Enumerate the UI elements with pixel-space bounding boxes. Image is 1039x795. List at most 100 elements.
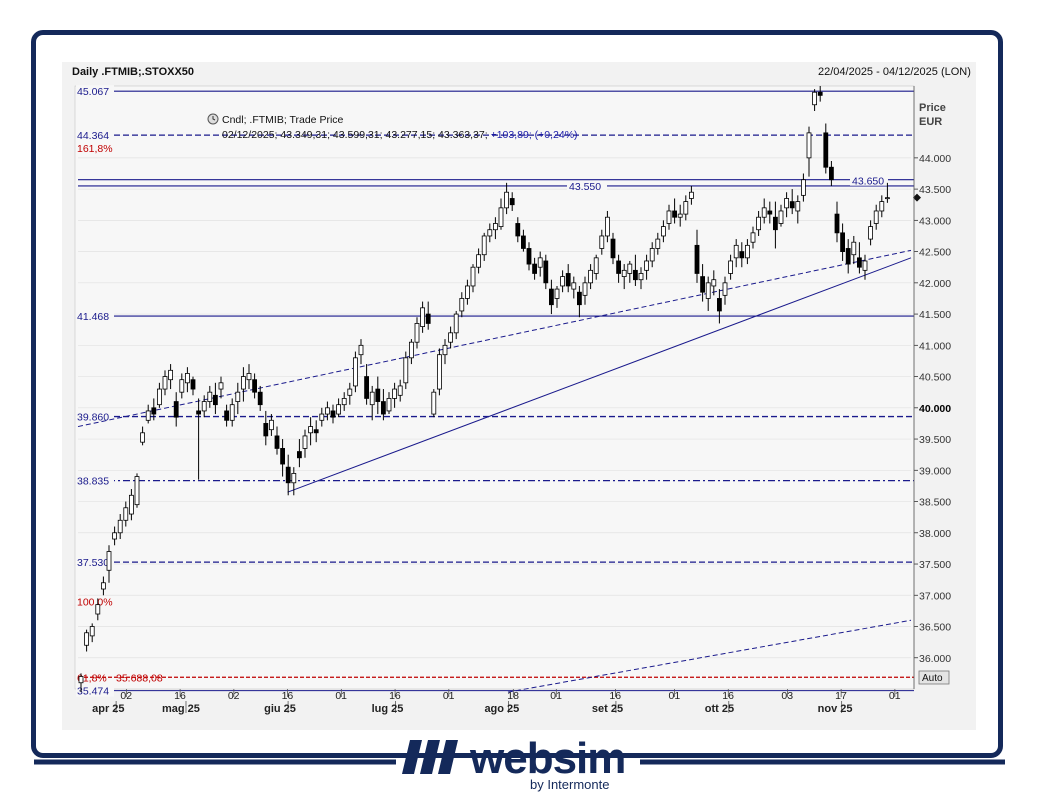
x-axis: 02 16 02 16 01 16 01 18 01 16 01 16 03 17 01 apr 25 mag … bbox=[92, 689, 901, 715]
candle-up bbox=[750, 232, 756, 243]
candle-up bbox=[168, 369, 174, 381]
legend-values: 02/12/2025; 43.349,31; 43.599,31; 43.277… bbox=[222, 129, 578, 141]
x-tick-label: 02 bbox=[228, 690, 240, 702]
y-tick-label: 41.500 bbox=[919, 309, 951, 321]
candle-down bbox=[224, 410, 230, 421]
y-tick-label: 43.000 bbox=[919, 215, 951, 227]
candle-up bbox=[745, 244, 750, 259]
candle-down bbox=[543, 260, 549, 284]
level-pct-label: 100,0% bbox=[77, 597, 113, 609]
candle-down bbox=[425, 313, 431, 324]
candle-down bbox=[296, 451, 302, 459]
last-price-marker bbox=[913, 193, 921, 202]
candle-up bbox=[862, 260, 868, 271]
y-tick-label: 39.000 bbox=[919, 465, 951, 477]
candle-up bbox=[134, 476, 140, 506]
y-tick-label: 36.500 bbox=[919, 622, 951, 634]
candle-up bbox=[218, 382, 224, 390]
candle-down bbox=[330, 410, 336, 418]
y-tick-label: 39.500 bbox=[919, 434, 951, 446]
logo-brand: websim bbox=[470, 734, 626, 783]
candle-up bbox=[621, 269, 627, 277]
level-label: 43.550 bbox=[569, 181, 601, 193]
candle-up bbox=[179, 379, 185, 393]
candle-down bbox=[285, 466, 291, 484]
auto-button[interactable]: Auto bbox=[918, 670, 950, 685]
logo-rules bbox=[34, 759, 1005, 765]
y-tick-label: 37.500 bbox=[919, 559, 951, 571]
candle-up bbox=[498, 207, 504, 227]
candle-down bbox=[196, 410, 202, 415]
level-label-bg bbox=[850, 173, 888, 186]
level-label-bg bbox=[76, 129, 114, 142]
x-tick-label: 16 bbox=[282, 690, 294, 702]
candle-up bbox=[795, 201, 801, 212]
x-month-label: ott 25 bbox=[705, 703, 734, 715]
y-tick-label: 40.000 bbox=[919, 403, 951, 415]
candle-down bbox=[274, 435, 280, 449]
candle-down bbox=[280, 448, 286, 465]
candle-up bbox=[661, 226, 666, 237]
candle-up bbox=[689, 191, 694, 199]
candle-up bbox=[291, 473, 297, 484]
candle-down bbox=[526, 248, 532, 265]
candle-down bbox=[515, 223, 521, 237]
candle-up bbox=[369, 391, 375, 406]
candle-down bbox=[577, 291, 582, 306]
y-tick-label: 38.000 bbox=[919, 528, 951, 540]
candle-down bbox=[845, 248, 851, 265]
date-range: 22/04/2025 - 04/12/2025 (LON) bbox=[818, 66, 971, 78]
candle-up bbox=[588, 269, 593, 284]
candle-up bbox=[487, 229, 493, 237]
candle-up bbox=[117, 519, 123, 534]
candle-up bbox=[560, 276, 565, 287]
x-tick-label: 01 bbox=[335, 690, 347, 702]
candle-up bbox=[459, 298, 465, 312]
level-label-bg bbox=[76, 85, 114, 98]
candle-up bbox=[235, 391, 241, 402]
x-tick-label: 01 bbox=[550, 690, 562, 702]
x-month-label: ago 25 bbox=[484, 703, 519, 715]
candle-up bbox=[201, 401, 207, 412]
candle-down bbox=[151, 407, 157, 415]
candle-down bbox=[364, 376, 370, 399]
level-label-bg bbox=[76, 310, 114, 323]
x-month-label: nov 25 bbox=[818, 703, 853, 715]
candle-down bbox=[739, 251, 745, 259]
candle-up bbox=[851, 241, 857, 256]
y-axis: 36.000 36.500 37.000 37.500 38.000 38.500 39.0… bbox=[913, 86, 951, 689]
candle-up bbox=[240, 376, 246, 390]
candle-up bbox=[605, 216, 610, 237]
candle-down bbox=[857, 257, 862, 268]
candle-up bbox=[184, 373, 190, 384]
candle-up bbox=[207, 391, 213, 402]
candle-up bbox=[162, 376, 168, 390]
candle-up bbox=[481, 235, 487, 256]
candle-up bbox=[644, 260, 649, 271]
candle-down bbox=[840, 232, 845, 252]
candle-up bbox=[431, 391, 437, 415]
websim-mark-icon bbox=[402, 740, 458, 774]
x-tick-label: 16 bbox=[174, 690, 186, 702]
candle-up bbox=[341, 398, 347, 406]
x-tick-label: 16 bbox=[609, 690, 621, 702]
candle-up bbox=[571, 282, 577, 290]
candle-up bbox=[101, 582, 106, 590]
candle-up bbox=[308, 426, 314, 434]
y-tick-label: 38.500 bbox=[919, 497, 951, 509]
candle-down bbox=[700, 276, 705, 293]
y-tick-label: 41.000 bbox=[919, 340, 951, 352]
x-tick-label: 01 bbox=[669, 690, 681, 702]
legend-ohlc: 02/12/2025; 43.349,31; 43.599,31; 43.277… bbox=[222, 129, 488, 141]
candle-up bbox=[347, 388, 353, 396]
candle-up bbox=[448, 332, 454, 343]
candle-up bbox=[145, 410, 151, 421]
level-label-bg bbox=[567, 178, 607, 191]
candle-down bbox=[380, 401, 386, 415]
x-month-label: apr 25 bbox=[92, 703, 124, 715]
candle-up bbox=[386, 398, 392, 412]
candle-up bbox=[84, 632, 89, 646]
candle-down bbox=[252, 379, 258, 393]
